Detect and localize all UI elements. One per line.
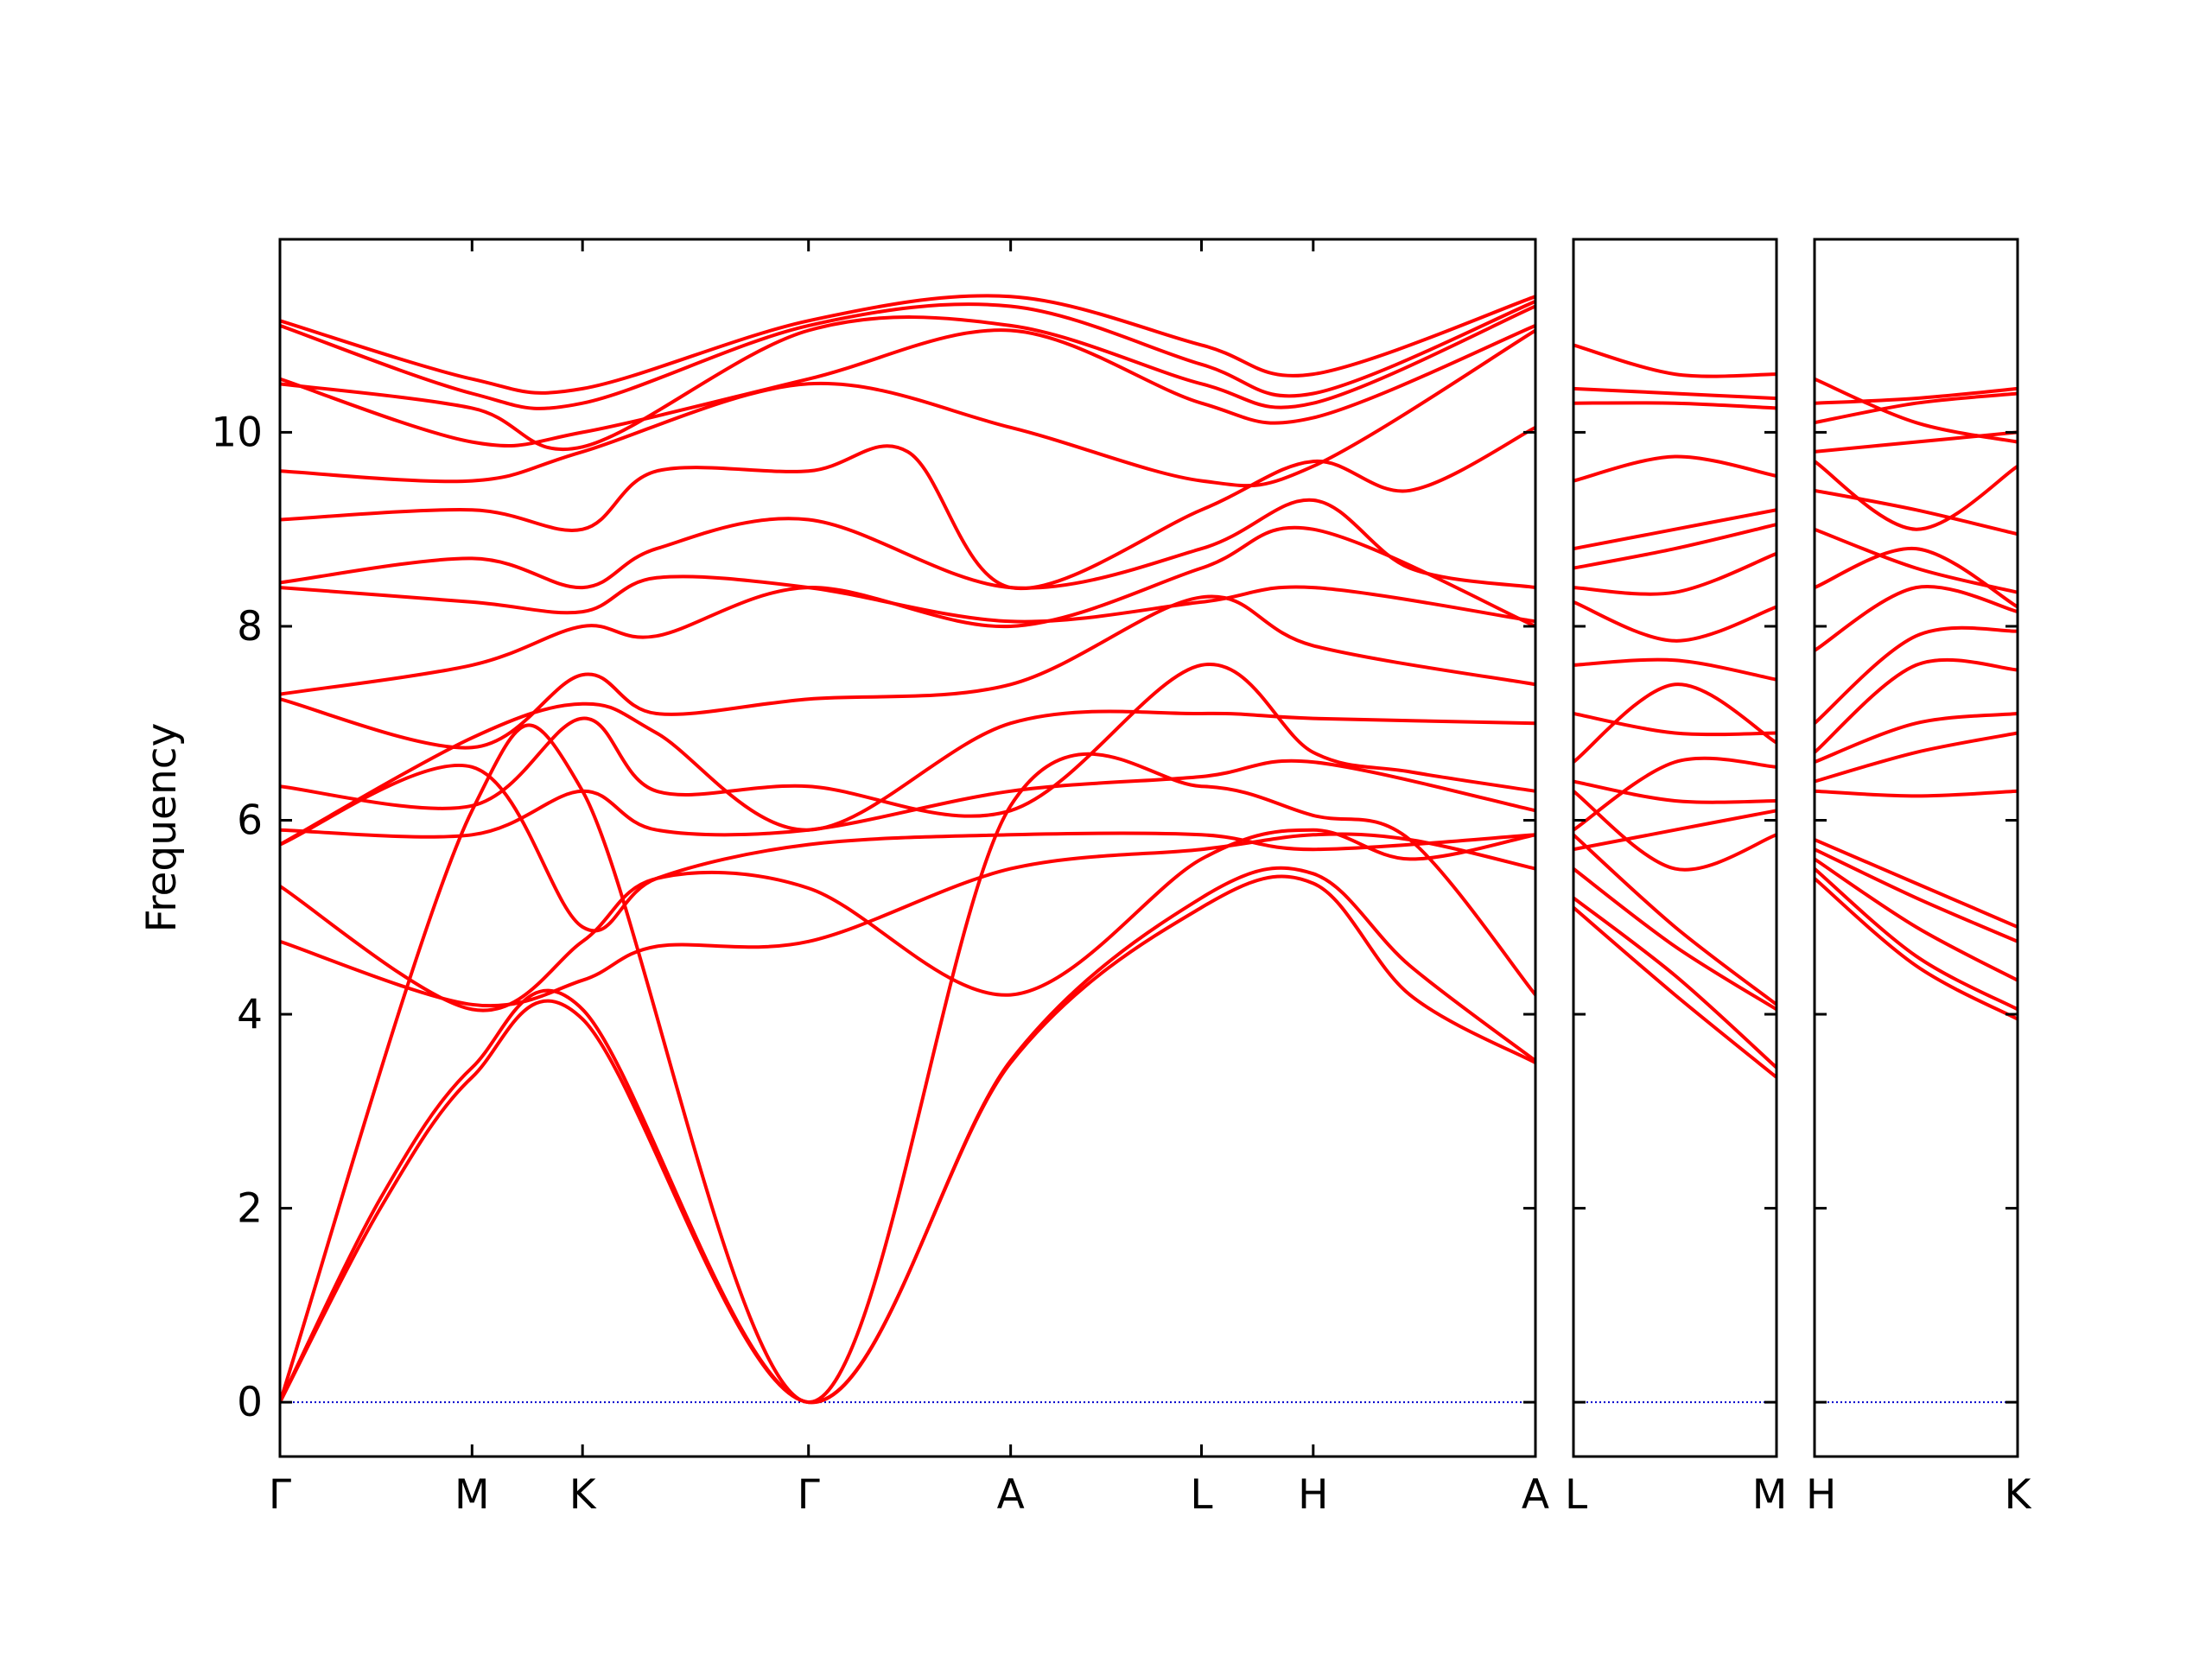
- band-line-1: [280, 874, 1535, 1405]
- band-line-14: [280, 425, 1535, 591]
- band-line-12: [280, 574, 1535, 624]
- band-line-3: [1573, 866, 1777, 1012]
- bands: [1573, 343, 1777, 1079]
- band-line-5: [1815, 838, 2018, 929]
- band-line-9: [280, 701, 1535, 847]
- panel-frame: [278, 238, 1537, 1458]
- y-tick-label-4: 4: [237, 991, 263, 1038]
- band-line-2: [280, 866, 1535, 1405]
- band-line-15: [1815, 460, 2018, 531]
- band-line-10: [1573, 712, 1777, 737]
- y-tick-label-0: 0: [237, 1379, 263, 1426]
- x-tick-label-K: K: [2005, 1471, 2032, 1519]
- band-line-17: [1573, 401, 1777, 410]
- band-line-4: [1573, 833, 1777, 1006]
- x-tick-label-H: H: [1806, 1471, 1836, 1519]
- band-line-8: [280, 662, 1535, 818]
- band-line-11: [280, 525, 1535, 696]
- x-tick-label-H: H: [1298, 1471, 1328, 1519]
- x-tick-label-M: M: [454, 1471, 490, 1519]
- band-line-18: [1815, 386, 2018, 405]
- band-line-13: [1815, 527, 2018, 594]
- band-line-16: [280, 323, 1535, 447]
- band-line-17: [1815, 391, 2018, 425]
- y-tick-label-6: 6: [237, 797, 263, 845]
- band-line-19: [1573, 343, 1777, 378]
- band-line-7: [1573, 779, 1777, 804]
- y-tick-label-10: 10: [211, 409, 263, 456]
- band-line-10: [280, 594, 1535, 750]
- band-line-19: [1815, 377, 2018, 444]
- bands: [280, 294, 1535, 1405]
- band-line-18: [280, 299, 1535, 410]
- x-tick-label-L: L: [1565, 1471, 1587, 1519]
- panel-frame: [1813, 238, 2019, 1458]
- y-tick-label-8: 8: [237, 603, 263, 651]
- band-line-4: [1815, 847, 2018, 943]
- x-tick-label-A: A: [997, 1471, 1025, 1519]
- band-line-7: [1815, 731, 2018, 784]
- band-line-15: [280, 328, 1535, 488]
- band-line-2: [1815, 866, 2018, 1012]
- band-line-15: [1573, 508, 1777, 551]
- x-tick-label-Γ: Γ: [798, 1471, 820, 1519]
- band-line-8: [1573, 756, 1777, 832]
- band-line-11: [1573, 657, 1777, 682]
- x-tick-label-L: L: [1190, 1471, 1212, 1519]
- band-line-14: [1573, 523, 1777, 570]
- band-line-3: [280, 723, 1535, 1405]
- x-tick-label-K: K: [569, 1471, 597, 1519]
- band-line-14: [1815, 488, 2018, 536]
- band-line-11: [1815, 584, 2018, 652]
- band-line-1: [1573, 905, 1777, 1079]
- band-line-12: [1573, 600, 1777, 643]
- band-line-10: [1815, 625, 2018, 726]
- band-line-6: [280, 764, 1535, 933]
- band-line-16: [1573, 454, 1777, 483]
- band-line-1: [1815, 876, 2018, 1021]
- y-tick-label-2: 2: [237, 1185, 263, 1233]
- band-line-9: [1815, 657, 2018, 754]
- x-tick-label-Γ: Γ: [269, 1471, 291, 1519]
- band-line-12: [1815, 547, 2018, 609]
- band-line-13: [280, 498, 1535, 590]
- band-line-16: [1815, 430, 2018, 454]
- band-line-9: [1573, 682, 1777, 765]
- band-line-17: [280, 304, 1535, 452]
- band-line-6: [1573, 809, 1777, 852]
- band-line-18: [1573, 386, 1777, 401]
- band-line-6: [1815, 789, 2018, 798]
- y-axis-label: Frequency: [138, 723, 186, 933]
- band-line-3: [1815, 857, 2018, 982]
- band-line-4: [280, 832, 1535, 1008]
- bands: [1815, 377, 2018, 1021]
- band-line-19: [280, 294, 1535, 395]
- x-tick-label-M: M: [1752, 1471, 1788, 1519]
- band-line-8: [1815, 712, 2018, 765]
- x-tick-label-A: A: [1522, 1471, 1549, 1519]
- band-line-5: [280, 828, 1535, 1012]
- band-line-13: [1573, 551, 1777, 596]
- panel-frame: [1572, 238, 1778, 1458]
- band-line-7: [280, 759, 1535, 839]
- band-line-2: [1573, 896, 1777, 1070]
